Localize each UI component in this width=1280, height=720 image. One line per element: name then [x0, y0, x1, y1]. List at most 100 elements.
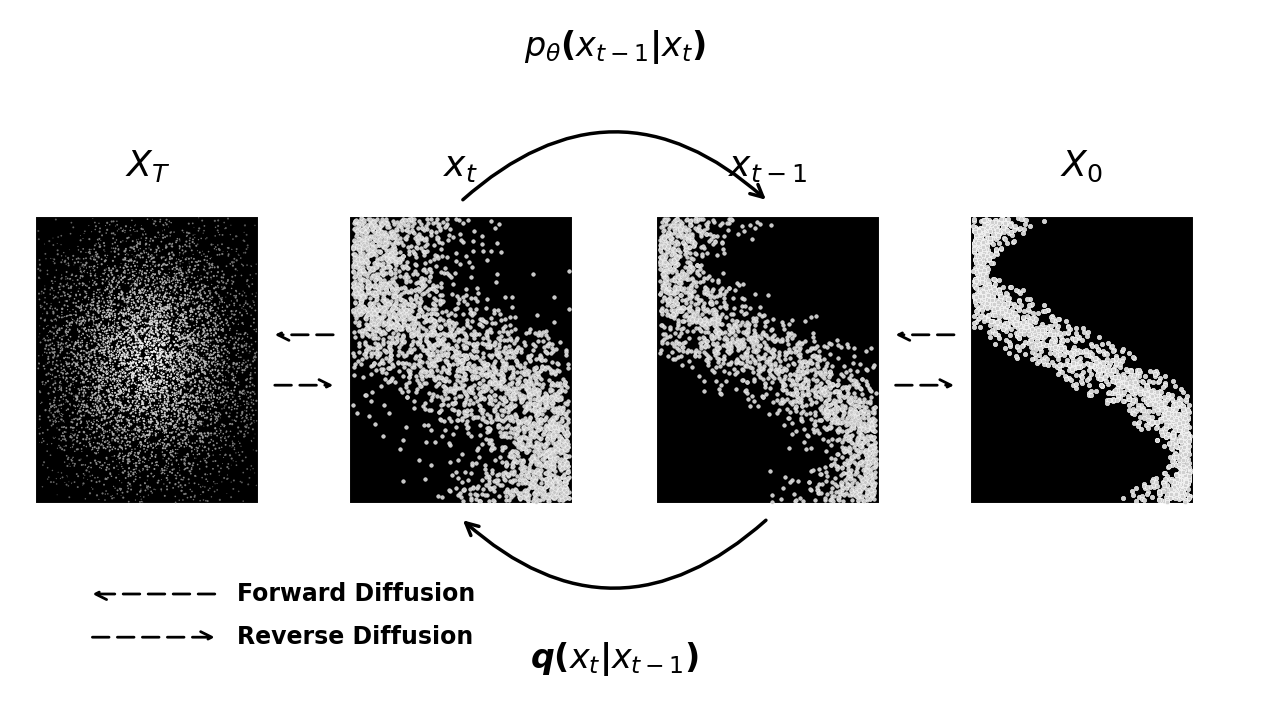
Point	[800, 344, 820, 356]
Point	[484, 361, 504, 372]
Point	[142, 312, 163, 324]
Point	[211, 324, 232, 336]
Point	[49, 297, 69, 308]
Point	[1036, 339, 1056, 351]
Point	[543, 462, 563, 473]
Point	[543, 416, 563, 428]
Point	[207, 302, 228, 314]
Point	[120, 281, 141, 292]
Point	[147, 376, 168, 387]
Point	[193, 410, 214, 421]
Point	[81, 324, 101, 336]
Point	[545, 444, 566, 456]
Point	[495, 395, 516, 407]
Point	[376, 367, 397, 379]
Point	[815, 405, 836, 417]
Point	[96, 404, 116, 415]
Point	[183, 264, 204, 276]
Point	[160, 293, 180, 305]
Point	[81, 268, 101, 279]
Point	[42, 373, 63, 384]
Point	[351, 255, 371, 266]
Point	[123, 372, 143, 383]
Point	[526, 361, 547, 373]
Point	[99, 304, 119, 315]
Point	[165, 491, 186, 503]
Point	[1020, 334, 1041, 346]
Point	[142, 364, 163, 376]
Point	[968, 289, 988, 300]
Point	[390, 323, 411, 335]
Point	[470, 495, 490, 507]
Point	[243, 317, 264, 328]
Point	[150, 387, 170, 398]
Point	[676, 214, 696, 225]
Point	[863, 481, 883, 492]
Point	[1155, 467, 1175, 479]
Point	[991, 215, 1011, 226]
Point	[120, 229, 141, 240]
Text: Forward Diffusion: Forward Diffusion	[237, 582, 475, 606]
Point	[975, 270, 996, 282]
Point	[521, 451, 541, 462]
Point	[814, 354, 835, 365]
Point	[714, 350, 735, 361]
Point	[410, 303, 430, 315]
Point	[984, 279, 1005, 290]
Point	[1000, 315, 1020, 327]
Point	[146, 400, 166, 411]
Point	[509, 433, 530, 445]
Point	[1005, 299, 1025, 310]
Point	[142, 379, 163, 391]
Point	[666, 259, 686, 271]
Point	[140, 267, 160, 279]
Point	[1138, 395, 1158, 407]
Point	[142, 294, 163, 305]
Point	[161, 410, 182, 422]
Point	[59, 291, 79, 302]
Point	[118, 348, 138, 359]
Point	[1119, 393, 1139, 405]
Point	[556, 377, 576, 388]
Point	[155, 287, 175, 299]
Point	[63, 274, 83, 286]
Point	[1027, 333, 1047, 344]
Point	[201, 273, 221, 284]
Point	[195, 251, 215, 262]
Point	[856, 449, 877, 461]
Point	[1098, 337, 1119, 348]
Point	[1178, 442, 1198, 454]
Point	[64, 400, 84, 411]
Point	[480, 412, 500, 423]
Point	[982, 217, 1002, 228]
Point	[864, 485, 884, 496]
Point	[175, 438, 196, 450]
Point	[449, 324, 470, 336]
Point	[211, 420, 232, 432]
Point	[366, 213, 387, 225]
Point	[375, 295, 396, 307]
Point	[152, 350, 173, 361]
Point	[556, 458, 576, 469]
Point	[150, 390, 170, 402]
Point	[502, 361, 522, 373]
Point	[774, 354, 795, 365]
Point	[392, 221, 412, 233]
Point	[73, 426, 93, 438]
Point	[244, 428, 265, 440]
Point	[109, 386, 129, 397]
Point	[168, 318, 188, 330]
Point	[826, 486, 846, 498]
Point	[140, 382, 160, 393]
Point	[236, 363, 256, 374]
Point	[1135, 420, 1156, 431]
Point	[652, 257, 672, 269]
Point	[76, 493, 96, 505]
Point	[151, 420, 172, 431]
Point	[120, 484, 141, 495]
Point	[207, 215, 228, 226]
Point	[155, 330, 175, 341]
Point	[170, 403, 191, 415]
Point	[499, 378, 520, 390]
Point	[56, 357, 77, 369]
